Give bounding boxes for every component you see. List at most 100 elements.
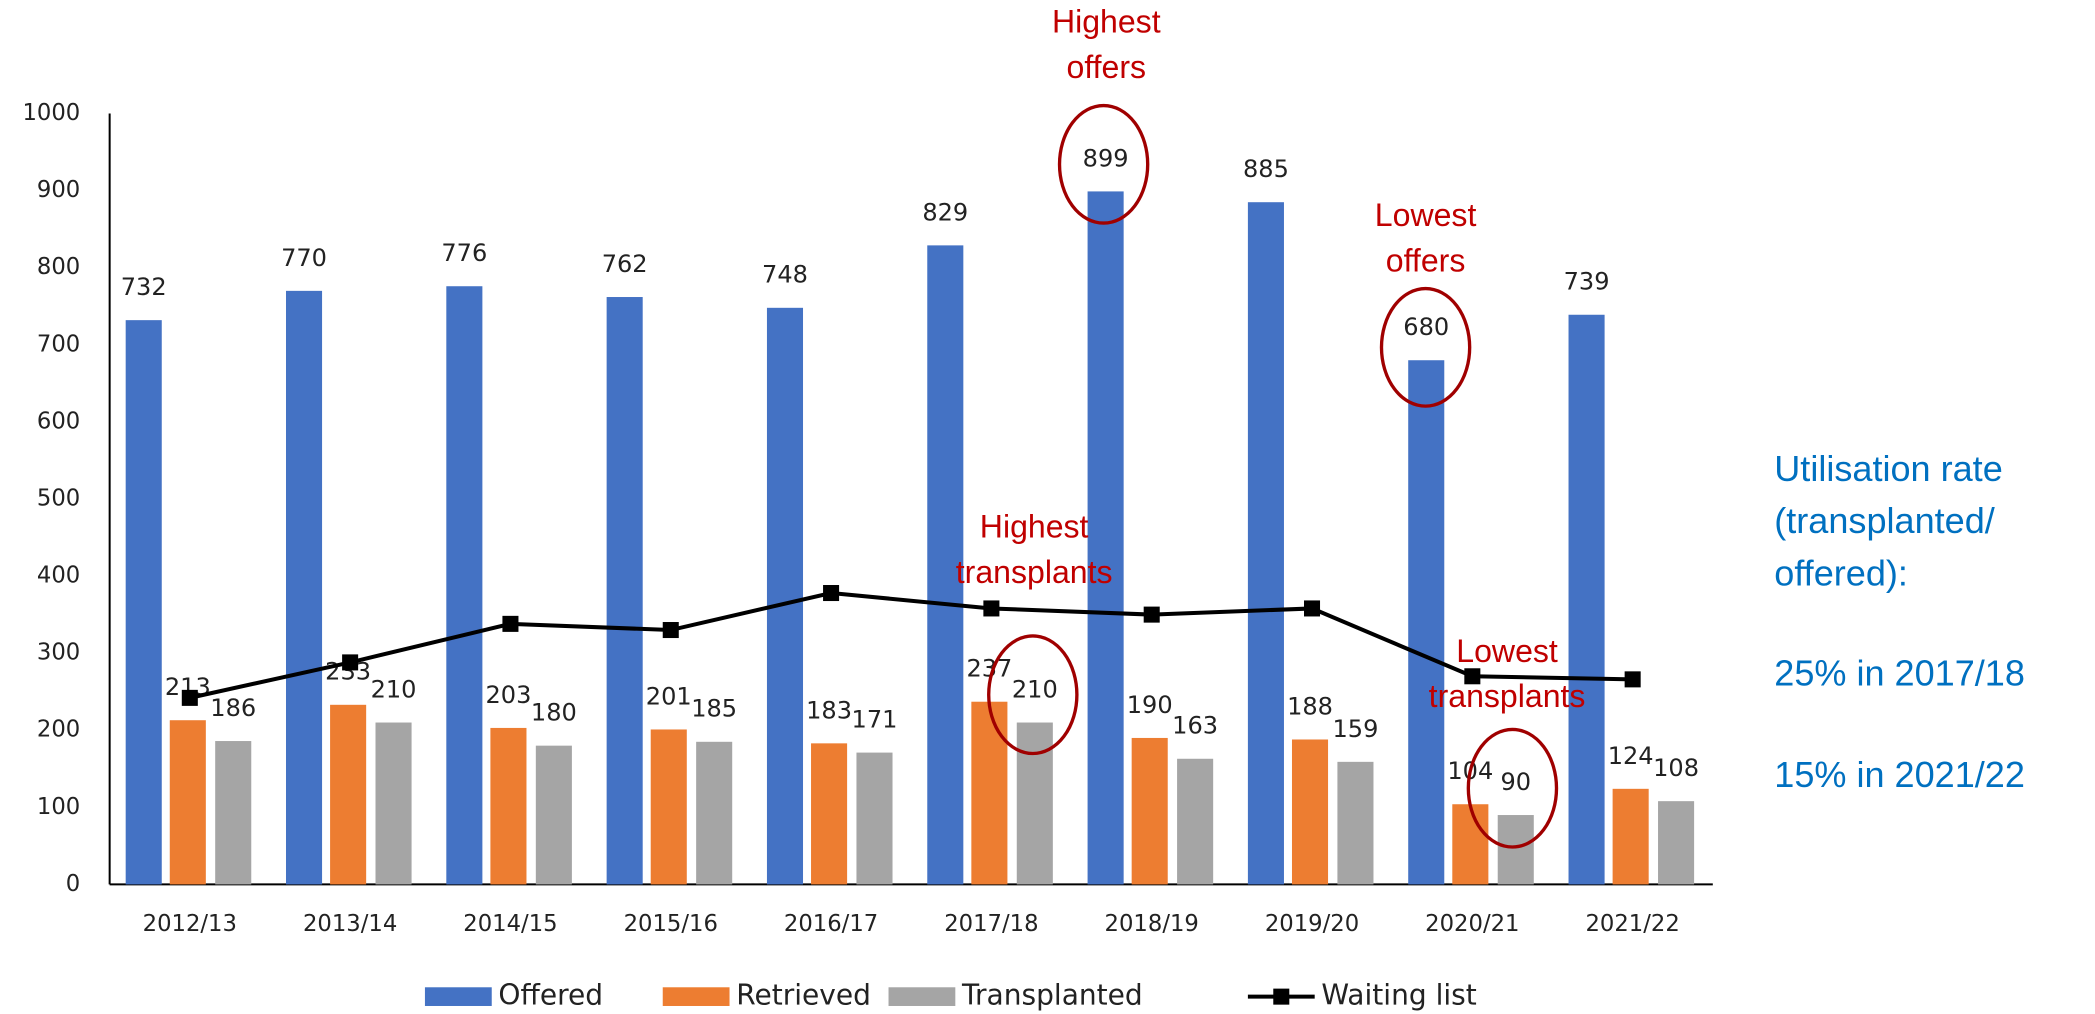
x-tick-label: 2012/13 (143, 911, 237, 937)
value-label: 680 (1403, 313, 1449, 341)
annotation: Lowest (1456, 633, 1558, 669)
value-label: 90 (1500, 768, 1531, 796)
bar (1337, 761, 1374, 885)
note: offered): (1774, 552, 1908, 593)
bar (1247, 202, 1284, 885)
bar (490, 727, 527, 885)
x-tick-label: 2018/19 (1105, 911, 1199, 937)
bar (330, 704, 367, 885)
y-tick-label: 900 (37, 177, 80, 203)
value-label: 899 (1083, 144, 1129, 172)
bar (856, 752, 893, 885)
bar (811, 743, 848, 885)
bar (696, 741, 733, 885)
bar (971, 701, 1008, 885)
value-label: 739 (1564, 268, 1610, 296)
legend-swatch (424, 987, 492, 1006)
x-tick-label: 2020/21 (1425, 911, 1519, 937)
value-label: 732 (121, 273, 167, 301)
line-marker (823, 585, 840, 602)
value-label: 188 (1287, 692, 1333, 720)
bar (1452, 804, 1489, 885)
y-tick-label: 700 (37, 331, 80, 357)
annotation: transplants (956, 554, 1113, 590)
note: 25% in 2017/18 (1774, 653, 2025, 694)
y-tick-label: 800 (37, 254, 80, 280)
value-label: 203 (485, 681, 531, 709)
y-tick-label: 1000 (22, 100, 80, 126)
legend-swatch (662, 987, 730, 1006)
annotation: transplants (1429, 678, 1586, 714)
bar (1016, 722, 1053, 885)
note: (transplanted/ (1774, 500, 1995, 541)
highlight-circle (1466, 727, 1559, 849)
value-label: 185 (691, 695, 737, 723)
legend-marker (1273, 988, 1290, 1005)
value-label: 163 (1172, 712, 1218, 740)
annotation: offers (1066, 49, 1146, 85)
line-marker (1464, 668, 1481, 685)
bar (1087, 191, 1124, 885)
bar (169, 720, 206, 885)
line (189, 591, 1633, 700)
x-tick-label: 2021/22 (1585, 911, 1679, 937)
value-label: 776 (441, 239, 487, 267)
bar (606, 297, 643, 885)
line-marker (662, 622, 679, 639)
x-tick-label: 2014/15 (463, 911, 557, 937)
bar (535, 745, 572, 885)
x-tick-label: 2017/18 (944, 911, 1038, 937)
bar (1497, 815, 1534, 885)
bar (927, 245, 964, 885)
line-marker (181, 689, 198, 706)
value-label: 124 (1608, 742, 1654, 770)
y-tick-label: 200 (37, 717, 80, 743)
bar (650, 729, 687, 885)
y-tick-label: 0 (66, 871, 80, 897)
bar (1408, 360, 1445, 885)
y-tick-label: 400 (37, 563, 80, 589)
line-marker (1304, 600, 1321, 617)
value-label: 770 (281, 244, 327, 272)
value-label: 183 (806, 696, 852, 724)
annotation: Lowest (1375, 197, 1477, 233)
value-label: 210 (1012, 675, 1058, 703)
value-label: 748 (762, 261, 808, 289)
bar (1291, 739, 1329, 885)
line-marker (502, 615, 519, 632)
bar (1612, 788, 1649, 885)
x-tick-label: 2013/14 (303, 911, 397, 937)
bar (285, 290, 323, 885)
line-marker (342, 654, 359, 671)
value-label: 762 (602, 250, 648, 278)
value-label: 180 (531, 699, 577, 727)
legend-label: Transplanted (961, 979, 1143, 1012)
bar (1131, 737, 1168, 885)
value-label: 171 (852, 706, 898, 734)
y-tick-label: 600 (37, 408, 80, 434)
bar (1568, 314, 1605, 885)
line-marker (1624, 671, 1641, 688)
note: 15% in 2021/22 (1774, 754, 2025, 795)
annotation: Highest (980, 509, 1089, 545)
line-marker (1143, 606, 1160, 623)
x-tick-label: 2019/20 (1265, 911, 1359, 937)
bar (375, 722, 412, 885)
highlight-circle (1057, 103, 1150, 225)
bar (1177, 758, 1214, 885)
value-label: 108 (1653, 754, 1699, 782)
legend-label: Offered (498, 979, 603, 1012)
line-marker (983, 600, 1000, 617)
bar (215, 741, 252, 885)
bar (766, 307, 804, 885)
y-tick-label: 300 (37, 640, 80, 666)
legend-swatch (888, 987, 956, 1006)
legend-label: Waiting list (1321, 979, 1476, 1012)
y-tick-label: 500 (37, 485, 80, 511)
value-label: 186 (210, 694, 256, 722)
value-label: 201 (646, 682, 692, 710)
highlight-circle (1379, 286, 1472, 408)
annotation: Highest (1052, 4, 1161, 40)
highlight-circle (987, 634, 1079, 756)
